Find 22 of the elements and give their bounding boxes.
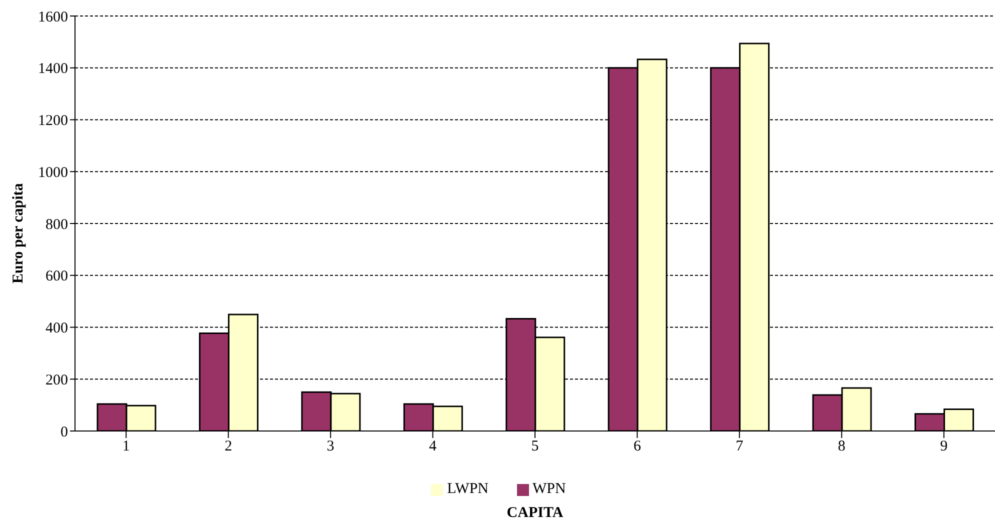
x-tick-label: 4 bbox=[429, 438, 438, 455]
y-tick-label: 200 bbox=[46, 372, 68, 388]
y-tick-label: 1200 bbox=[38, 113, 68, 130]
y-tick-label: 1000 bbox=[38, 164, 68, 181]
y-tick-label: 600 bbox=[46, 268, 68, 285]
y-tick-label: 800 bbox=[46, 216, 68, 233]
y-tick-label: 1400 bbox=[38, 61, 68, 78]
y-axis-title: Euro per capita bbox=[10, 182, 26, 284]
x-tick-label: 5 bbox=[531, 438, 539, 455]
legend-label: WPN bbox=[532, 481, 566, 497]
x-tick-label: 7 bbox=[736, 438, 744, 455]
x-tick-label: 1 bbox=[122, 438, 130, 455]
x-tick-label: 6 bbox=[633, 438, 642, 455]
x-tick-label: 9 bbox=[940, 438, 948, 455]
x-tick-label: 2 bbox=[224, 438, 232, 455]
legend-label: LWPN bbox=[447, 481, 489, 497]
x-tick-label: 3 bbox=[326, 438, 334, 455]
y-tick-label: 400 bbox=[46, 320, 68, 337]
y-tick-label: 1600 bbox=[38, 9, 68, 26]
y-tick-label: 0 bbox=[60, 424, 68, 440]
x-tick-label: 8 bbox=[838, 438, 846, 455]
x-axis-title: CAPITA bbox=[506, 505, 564, 522]
